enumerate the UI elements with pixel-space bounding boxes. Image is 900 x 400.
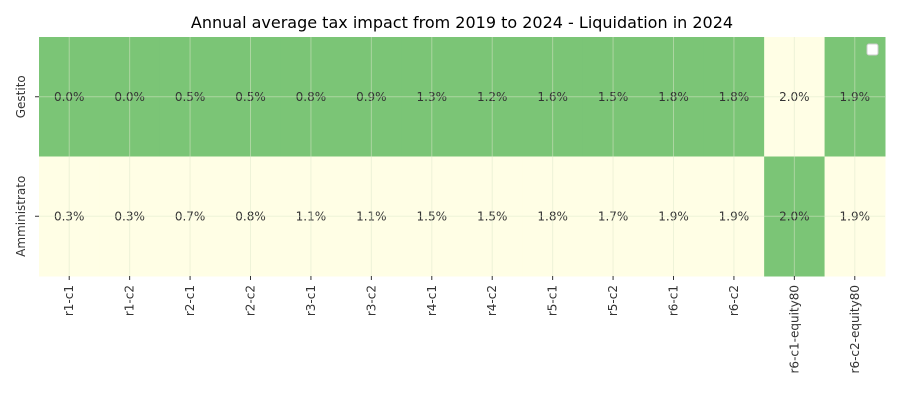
x-tick-label: r5-c2 — [606, 285, 620, 316]
y-tick-label: Amministrato — [14, 176, 28, 257]
heatmap-cells — [39, 37, 886, 277]
x-tick-label: r5-c1 — [546, 285, 560, 316]
x-tick-label: r6-c1-equity80 — [787, 285, 801, 373]
x-tick-label: r3-c1 — [304, 285, 318, 316]
x-tick-label: r4-c2 — [485, 285, 499, 316]
x-tick-label: r1-c1 — [62, 285, 76, 316]
x-axis: r1-c1 r1-c2 r2-c1 r2-c2 r3-c1 r3-c2 r4-c1 r4-c2… — [62, 276, 862, 373]
x-tick-label: r2-c1 — [183, 285, 197, 316]
chart-title: Annual average tax impact from 2019 to 2… — [191, 13, 733, 32]
x-tick-label: r1-c2 — [123, 285, 137, 316]
x-tick-label: r6-c2-equity80 — [848, 285, 862, 373]
x-tick-label: r2-c2 — [244, 285, 258, 316]
legend-box — [866, 43, 879, 56]
y-axis: Gestito Amministrato — [14, 75, 39, 257]
x-tick-label: r6-c2 — [727, 285, 741, 316]
x-tick-label: r4-c1 — [425, 285, 439, 316]
x-tick-label: r6-c1 — [667, 285, 681, 316]
x-tick-label: r3-c2 — [364, 285, 378, 316]
y-tick-label: Gestito — [14, 75, 28, 118]
heatmap-gridlines — [39, 37, 885, 276]
